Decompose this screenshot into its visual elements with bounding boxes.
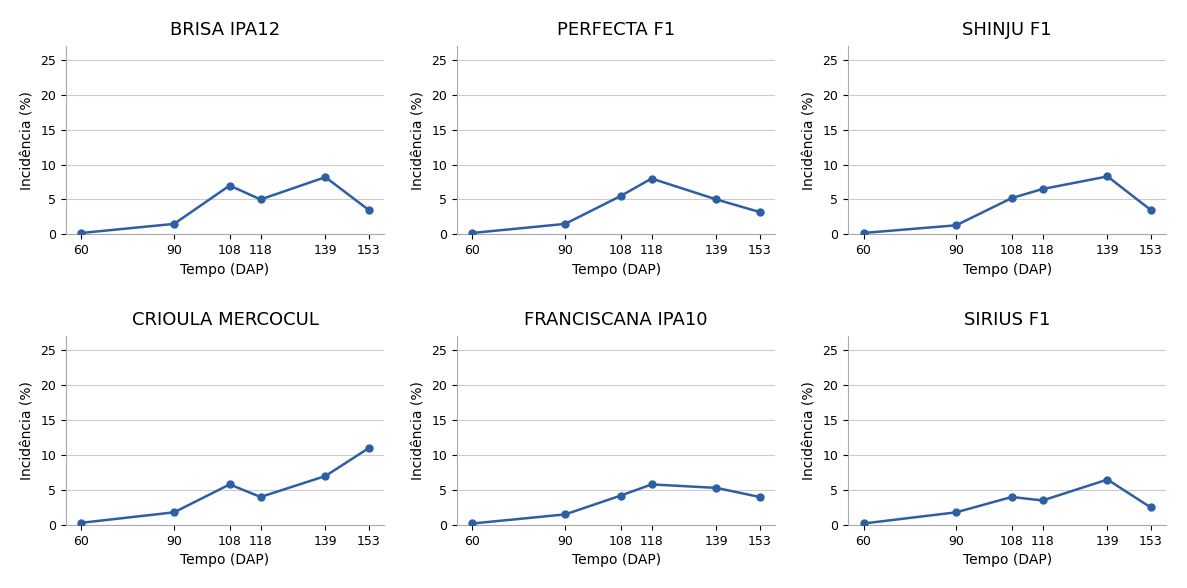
X-axis label: Tempo (DAP): Tempo (DAP) [963, 263, 1052, 276]
Title: BRISA IPA12: BRISA IPA12 [170, 21, 280, 39]
X-axis label: Tempo (DAP): Tempo (DAP) [571, 263, 661, 276]
X-axis label: Tempo (DAP): Tempo (DAP) [180, 263, 269, 276]
Y-axis label: Incidência (%): Incidência (%) [21, 381, 34, 480]
Title: CRIOULA MERCOCUL: CRIOULA MERCOCUL [132, 312, 318, 329]
Title: PERFECTA F1: PERFECTA F1 [557, 21, 675, 39]
Title: SHINJU F1: SHINJU F1 [963, 21, 1052, 39]
Y-axis label: Incidência (%): Incidência (%) [412, 381, 426, 480]
Title: FRANCISCANA IPA10: FRANCISCANA IPA10 [525, 312, 707, 329]
Y-axis label: Incidência (%): Incidência (%) [802, 91, 817, 189]
X-axis label: Tempo (DAP): Tempo (DAP) [963, 553, 1052, 567]
Y-axis label: Incidência (%): Incidência (%) [412, 91, 426, 189]
X-axis label: Tempo (DAP): Tempo (DAP) [571, 553, 661, 567]
Title: SIRIUS F1: SIRIUS F1 [964, 312, 1050, 329]
Y-axis label: Incidência (%): Incidência (%) [21, 91, 34, 189]
X-axis label: Tempo (DAP): Tempo (DAP) [180, 553, 269, 567]
Y-axis label: Incidência (%): Incidência (%) [802, 381, 817, 480]
